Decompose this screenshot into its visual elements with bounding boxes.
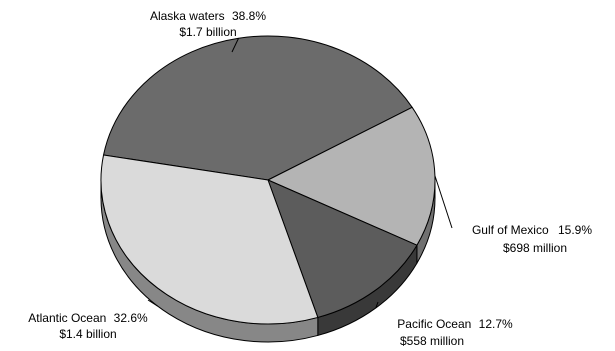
pie-slice-atlantic-ocean [100, 154, 319, 325]
slice-value-alaska-waters: $1.7 billion [179, 25, 236, 39]
pie-slice-alaska-waters [103, 35, 413, 181]
slice-value-pacific-ocean: $558 million [400, 334, 464, 348]
slice-value-gulf-of-mexico: $698 million [503, 241, 567, 255]
pie-slice-pacific-ocean [267, 179, 418, 318]
leader-line-atlantic-ocean [147, 299, 159, 307]
slice-label-atlantic-ocean: Atlantic Ocean 32.6% [28, 311, 148, 325]
slice-label-gulf-of-mexico: Gulf of Mexico 15.9% [472, 223, 592, 237]
leader-line-gulf-of-mexico [434, 175, 453, 229]
slice-label-alaska-waters: Alaska waters 38.8% [150, 9, 266, 23]
slice-label-pacific-ocean: Pacific Ocean 12.7% [397, 317, 513, 331]
pie-slices [100, 35, 436, 325]
slice-value-atlantic-ocean: $1.4 billion [59, 327, 116, 341]
leader-line-alaska-waters [231, 38, 239, 53]
label-leader-lines [147, 38, 453, 309]
leader-line-pacific-ocean [375, 301, 379, 309]
